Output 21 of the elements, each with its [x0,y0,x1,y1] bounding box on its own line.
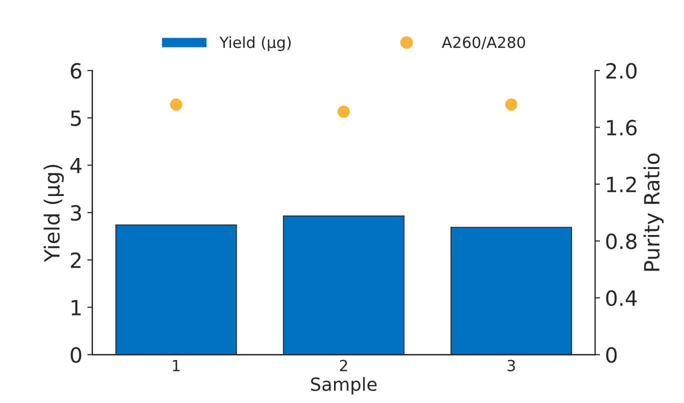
y2-tick-label: 0 [606,347,617,363]
y-tick-label: 5 [70,110,81,126]
y2-tick-label: 0.4 [606,290,637,306]
y-tick-label: 0 [70,347,82,363]
x-tick-label: 3 [508,360,515,372]
legend-label: A260/A280 [442,36,526,50]
x-tick-label: 1 [172,360,180,372]
legend-label: Yield (µg) [219,36,291,52]
y2-tick-label: 1.2 [607,176,636,192]
y-tick-label: 2 [70,252,81,268]
y-tick-label: 3 [70,205,81,221]
y-tick-label: 6 [70,62,82,79]
y2-tick-label: 0.8 [606,233,637,250]
x-axis-title: Sample [311,377,377,395]
y-axis-title: Yield (µg) [44,164,64,262]
y-tick-label: 4 [70,158,82,174]
x-tick-label: 2 [340,360,348,372]
y-tick-label: 1 [72,300,81,316]
y2-axis-title: Purity Ratio [643,154,664,271]
y2-tick-label: 1.6 [607,120,637,136]
y2-tick-label: 2.0 [606,62,637,79]
